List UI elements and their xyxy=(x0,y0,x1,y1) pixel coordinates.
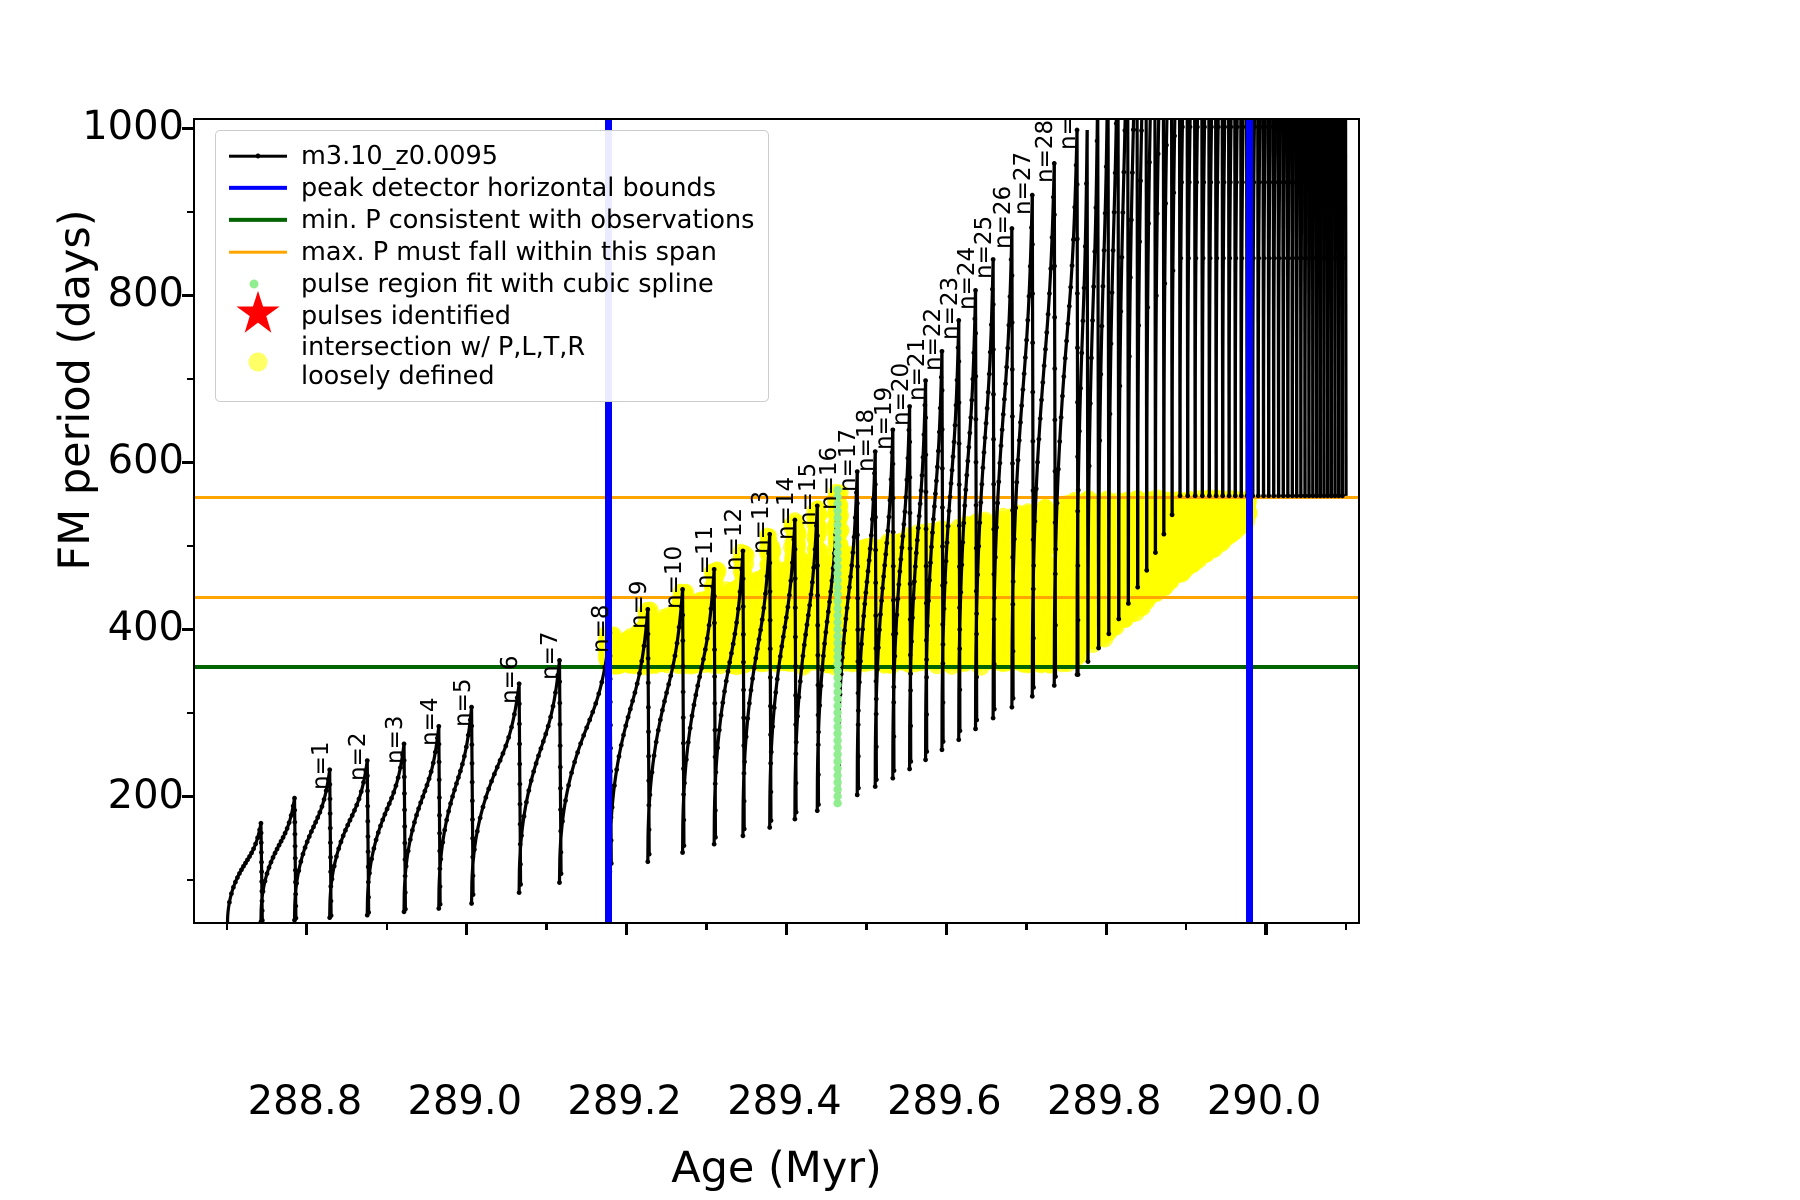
figure-canvas: FM period (days) Age (Myr) n=1 n=2 n=3 n=4 n… xyxy=(0,0,1800,1200)
x-tick-major xyxy=(1105,922,1108,935)
x-tick-major xyxy=(465,922,468,935)
x-tick-major xyxy=(945,922,948,935)
plot-area: n=1 n=2 n=3 n=4 n=5 n=6 n=7 n=8 n=9 n=10 n=11 n=12 n… xyxy=(193,118,1360,924)
y-tick-minor xyxy=(187,712,195,715)
x-tick-minor xyxy=(1185,922,1188,930)
y-tick-minor xyxy=(187,378,195,381)
y-tick-minor xyxy=(187,879,195,882)
x-tick-major xyxy=(1264,922,1267,935)
y-axis-label: FM period (days) xyxy=(50,110,100,670)
y-tick-minor xyxy=(187,545,195,548)
x-tick-major xyxy=(785,922,788,935)
x-tick-minor xyxy=(386,922,389,930)
x-tick-minor xyxy=(226,922,229,930)
x-tick-major xyxy=(305,922,308,935)
x-tick-major xyxy=(625,922,628,935)
x-axis-label: Age (Myr) xyxy=(193,1143,1360,1193)
x-tick-minor xyxy=(545,922,548,930)
x-tick-minor xyxy=(865,922,868,930)
x-tick-minor xyxy=(705,922,708,930)
x-tick-minor xyxy=(1345,922,1348,930)
x-tick-minor xyxy=(1025,922,1028,930)
y-tick-minor xyxy=(187,211,195,214)
